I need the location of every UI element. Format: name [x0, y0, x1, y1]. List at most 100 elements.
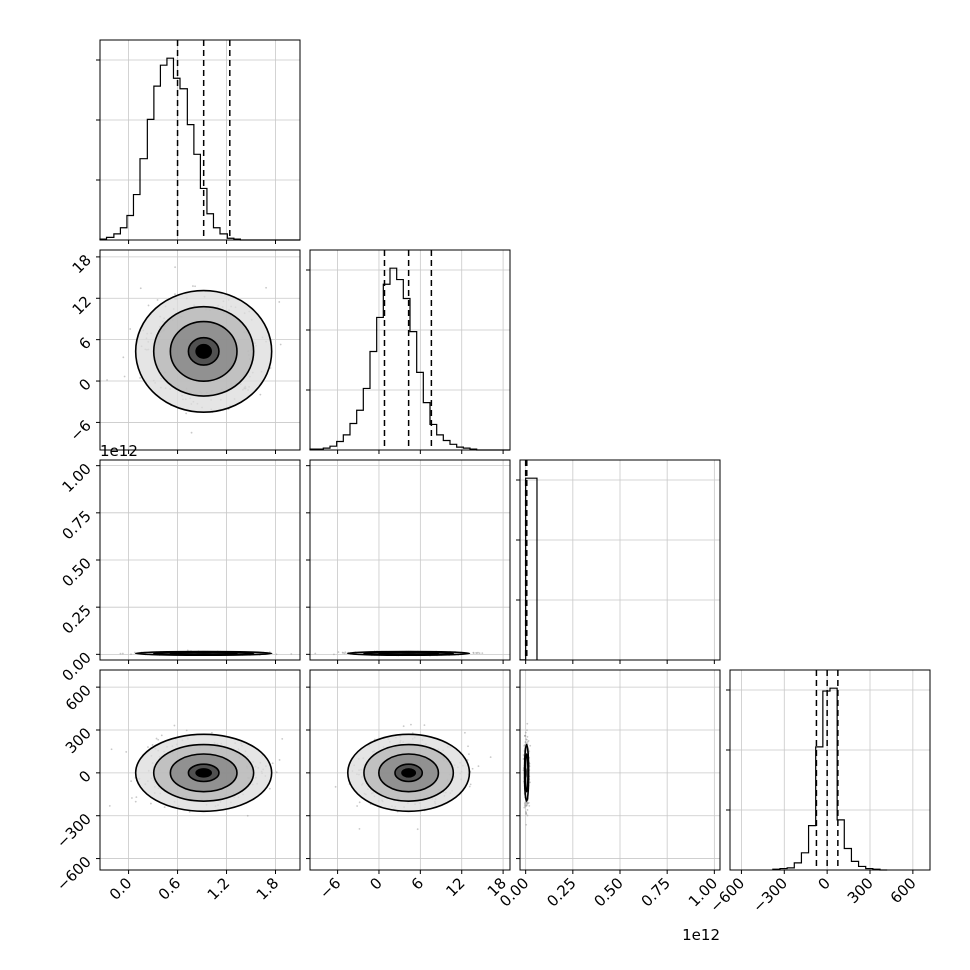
- sample-point: [358, 827, 361, 830]
- sample-point: [155, 737, 158, 740]
- sample-point: [174, 266, 177, 269]
- sample-point: [527, 740, 530, 742]
- x-tick-label: 12: [442, 874, 468, 900]
- sample-point: [268, 787, 271, 790]
- sample-point: [525, 823, 528, 826]
- x-tick-label: 0: [814, 874, 833, 893]
- sample-point: [523, 802, 526, 805]
- sample-point: [529, 744, 532, 747]
- sample-point: [147, 746, 149, 748]
- sample-point: [121, 652, 124, 655]
- sample-point: [194, 285, 196, 288]
- sample-point: [123, 375, 126, 378]
- sample-point: [130, 780, 133, 782]
- contour-line: [363, 743, 455, 802]
- sample-point: [467, 745, 469, 748]
- sample-point: [192, 285, 194, 287]
- sample-point: [278, 759, 281, 761]
- panel-frame: [99, 249, 301, 451]
- sample-point: [122, 356, 125, 359]
- sample-point: [163, 806, 166, 809]
- density-peak: [195, 343, 212, 359]
- sample-point: [468, 753, 470, 756]
- sample-point: [174, 293, 176, 296]
- sample-point: [157, 738, 160, 741]
- sample-point: [524, 731, 527, 734]
- sample-point: [411, 732, 414, 735]
- hist-panel-1: [306, 249, 511, 451]
- sample-point: [125, 751, 128, 753]
- panel-frame: [729, 669, 931, 871]
- sample-point: [133, 651, 136, 654]
- y-tick-label: 0.25: [58, 601, 94, 637]
- sample-point: [356, 805, 359, 807]
- sample-point: [489, 756, 492, 759]
- sample-point: [259, 393, 262, 396]
- sample-point: [210, 731, 213, 734]
- sample-point: [522, 754, 525, 756]
- hist-panel-2: [516, 459, 721, 661]
- sample-point: [151, 744, 154, 746]
- panel-frame: [99, 669, 301, 871]
- contour-line: [169, 651, 238, 656]
- sample-point: [525, 811, 527, 814]
- y-tick-label: 1.00: [58, 460, 94, 496]
- sample-point: [110, 748, 113, 751]
- contour-line: [394, 763, 424, 783]
- sample-point: [526, 729, 528, 732]
- sample-point: [279, 343, 282, 346]
- sample-point: [337, 651, 340, 653]
- contour-line: [378, 651, 440, 656]
- sample-point: [314, 652, 317, 655]
- density-layer: [334, 723, 492, 831]
- density-peak: [401, 768, 417, 778]
- sample-point: [275, 653, 278, 656]
- pair-panel-3-1: [309, 669, 511, 871]
- sample-point: [106, 379, 108, 381]
- contour-line: [169, 753, 238, 793]
- sample-point: [475, 651, 477, 654]
- sample-point: [402, 725, 405, 728]
- sample-point: [134, 800, 137, 803]
- sample-point: [139, 287, 142, 290]
- sample-point: [156, 299, 159, 301]
- sample-point: [246, 814, 249, 817]
- sample-point: [281, 737, 284, 740]
- sample-point: [190, 431, 193, 434]
- y-tick-label: 0.00: [58, 648, 94, 684]
- x-offset-label: 1e12: [682, 926, 720, 944]
- sample-point: [464, 731, 466, 734]
- y-tick-label: −300: [53, 810, 95, 852]
- y-tick-label: −6: [66, 417, 94, 445]
- sample-point: [469, 783, 472, 786]
- sample-point: [185, 729, 188, 732]
- y-tick-label: 0.50: [58, 554, 94, 590]
- sample-point: [333, 653, 335, 656]
- contour-line: [152, 743, 255, 802]
- sample-point: [525, 804, 528, 807]
- y-tick-label: 12: [69, 292, 95, 318]
- density-layer: [314, 650, 484, 657]
- sample-point: [471, 767, 474, 770]
- sample-point: [139, 377, 141, 379]
- density-layer: [108, 724, 284, 817]
- sample-point: [529, 781, 531, 784]
- sample-point: [271, 762, 274, 765]
- sample-point: [526, 735, 529, 738]
- sample-point: [527, 801, 530, 804]
- sample-point: [416, 828, 419, 831]
- sample-point: [173, 724, 176, 727]
- sample-point: [526, 809, 529, 811]
- contour-line: [187, 763, 220, 783]
- density-layer: [522, 722, 532, 826]
- sample-point: [147, 304, 150, 307]
- sample-point: [135, 796, 138, 799]
- x-tick-label: 600: [887, 874, 920, 907]
- sample-point: [341, 651, 344, 654]
- density-layer: [106, 266, 282, 434]
- x-tick-label: 1.2: [204, 874, 234, 904]
- hist-panel-3: [726, 669, 931, 871]
- contour-line: [187, 336, 220, 366]
- sample-point: [525, 738, 528, 741]
